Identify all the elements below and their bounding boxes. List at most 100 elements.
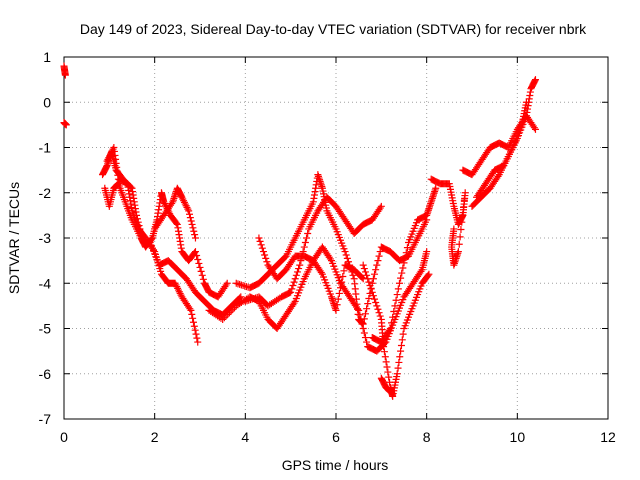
data-point — [395, 279, 403, 287]
data-point — [219, 315, 227, 323]
data-point — [380, 348, 388, 356]
data-point — [458, 218, 466, 226]
data-point — [341, 248, 349, 256]
y-tick-label: -7 — [39, 411, 52, 427]
data-point — [381, 353, 389, 361]
data-point — [187, 217, 195, 225]
data-point — [398, 269, 406, 277]
data-point — [390, 308, 398, 316]
y-tick-labels: 1 0 -1 -2 -3 -4 -5 -6 -7 — [39, 49, 52, 427]
data-point — [494, 172, 502, 180]
data-point — [326, 255, 334, 263]
data-point — [359, 261, 367, 269]
data-point — [432, 184, 440, 192]
data-point — [340, 267, 348, 275]
data-point — [182, 202, 190, 210]
data-point — [397, 347, 405, 355]
data-point — [62, 121, 70, 129]
data-point — [174, 284, 182, 292]
data-point — [335, 289, 343, 297]
data-point — [303, 234, 311, 242]
x-tick-label: 0 — [60, 429, 68, 445]
data-point — [194, 255, 202, 263]
data-point — [361, 268, 369, 276]
data-point — [262, 254, 270, 262]
x-tick-label: 12 — [600, 429, 616, 445]
data-point — [380, 343, 388, 351]
data-point — [461, 189, 469, 197]
data-point — [401, 254, 409, 262]
data-point — [360, 315, 368, 323]
data-point — [425, 270, 433, 278]
data-point — [317, 269, 325, 277]
data-point — [224, 310, 232, 318]
data-point — [290, 299, 298, 307]
data-point — [186, 214, 194, 222]
data-point — [191, 231, 199, 239]
data-point — [190, 227, 198, 235]
data-point — [172, 219, 180, 227]
data-point — [191, 326, 199, 334]
data-point — [175, 288, 183, 296]
data-point — [375, 252, 383, 260]
y-tick-label: -4 — [39, 275, 52, 291]
data-point — [459, 211, 467, 219]
data-point — [374, 257, 382, 265]
data-point — [261, 251, 269, 259]
x-tick-labels: 0 2 4 6 8 10 12 — [60, 429, 616, 445]
data-point — [398, 336, 406, 344]
data-point — [396, 353, 404, 361]
data-point — [385, 326, 393, 334]
y-tick-label: -2 — [39, 185, 52, 201]
data-point — [223, 279, 231, 287]
data-point — [389, 313, 397, 321]
data-point — [375, 309, 383, 317]
data-point — [417, 267, 425, 275]
data-point — [150, 246, 158, 254]
data-point — [359, 320, 367, 328]
data-point — [376, 312, 384, 320]
data-point — [423, 248, 431, 256]
x-tick-label: 2 — [151, 429, 159, 445]
data-point — [104, 155, 112, 163]
data-point — [160, 198, 168, 206]
data-point — [198, 271, 206, 279]
data-point — [288, 285, 296, 293]
data-points — [60, 62, 539, 400]
data-point — [358, 274, 366, 282]
data-point — [287, 288, 295, 296]
data-point — [185, 207, 193, 215]
data-point — [186, 305, 194, 313]
data-point — [397, 274, 405, 282]
data-point — [222, 281, 230, 289]
data-point — [343, 254, 351, 262]
data-point — [339, 272, 347, 280]
data-point — [181, 200, 189, 208]
data-point — [386, 325, 394, 332]
data-point — [256, 237, 264, 245]
data-point — [393, 291, 401, 299]
data-point — [377, 202, 385, 210]
data-point — [385, 373, 393, 381]
x-tick-label: 8 — [423, 429, 431, 445]
data-point — [293, 268, 301, 276]
data-point — [360, 329, 368, 337]
y-axis-label: SDTVAR / TECUs — [6, 182, 22, 294]
data-point — [300, 243, 308, 251]
data-point — [257, 241, 265, 249]
data-point — [229, 305, 237, 313]
data-point — [369, 292, 377, 300]
data-point — [373, 261, 381, 269]
data-point — [289, 282, 297, 290]
data-point — [192, 330, 200, 338]
data-point — [61, 71, 69, 79]
data-point — [460, 203, 467, 211]
data-point — [174, 286, 182, 294]
data-point — [460, 196, 468, 204]
data-point — [304, 229, 312, 237]
data-point — [376, 248, 384, 256]
data-point — [225, 309, 233, 317]
data-point — [107, 149, 115, 157]
data-point — [190, 322, 198, 330]
